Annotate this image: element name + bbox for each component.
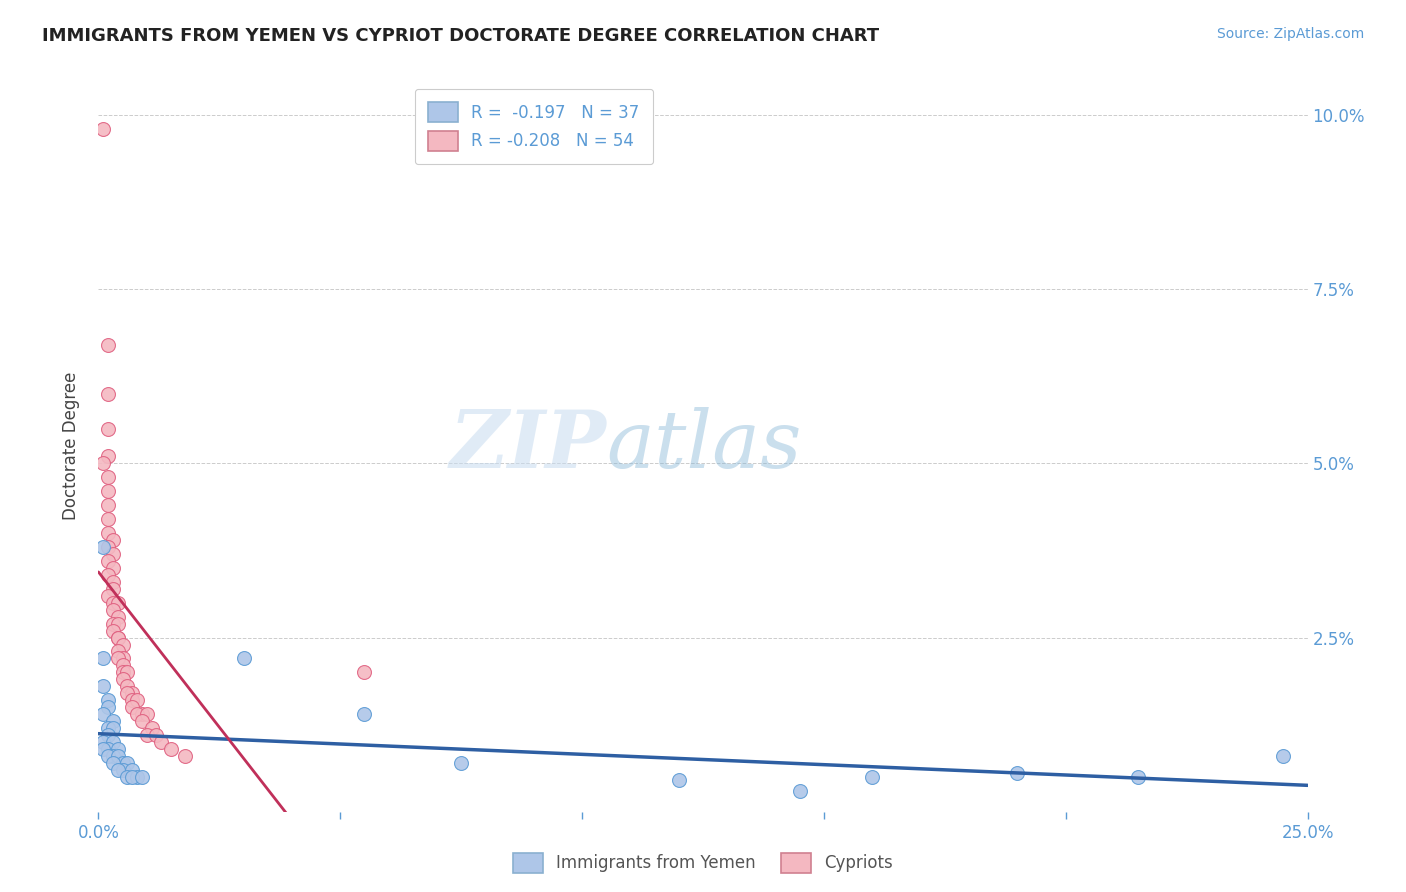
Point (117, 770, 139, 784)
Point (107, 596, 129, 610)
Point (107, 763, 129, 777)
Point (1007, 766, 1029, 780)
Point (97, 421, 120, 435)
Point (121, 686, 143, 700)
Text: Source: ZipAtlas.com: Source: ZipAtlas.com (1216, 27, 1364, 41)
Point (91, 457, 114, 471)
Point (111, 658, 134, 673)
Point (91, 679, 114, 693)
Point (101, 582, 124, 596)
Point (353, 665, 375, 680)
Point (101, 624, 124, 638)
Point (97, 693, 120, 707)
Point (353, 707, 375, 722)
Point (97, 700, 120, 714)
Point (135, 728, 157, 742)
Point (91, 742, 114, 756)
Point (1128, 770, 1150, 784)
Point (97, 470, 120, 484)
Point (107, 631, 129, 645)
Point (107, 651, 129, 665)
Point (111, 673, 134, 687)
Point (131, 707, 153, 722)
Point (160, 742, 183, 756)
Point (117, 665, 139, 680)
Point (101, 721, 124, 735)
Point (117, 756, 139, 770)
Y-axis label: Doctorate Degree: Doctorate Degree (62, 372, 80, 520)
Point (91, 735, 114, 749)
Point (117, 679, 139, 693)
Point (97, 540, 120, 554)
Point (97, 338, 120, 352)
Point (127, 770, 149, 784)
Point (121, 693, 143, 707)
Legend: R =  -0.197   N = 37, R = -0.208   N = 54: R = -0.197 N = 37, R = -0.208 N = 54 (415, 88, 652, 164)
Point (97, 721, 120, 735)
Point (107, 742, 129, 756)
Point (101, 756, 124, 770)
Text: atlas: atlas (606, 408, 801, 484)
Point (101, 714, 124, 728)
Text: ZIP: ZIP (450, 408, 606, 484)
Point (101, 596, 124, 610)
Point (101, 533, 124, 547)
Point (131, 714, 153, 728)
Point (107, 609, 129, 624)
Point (91, 122, 114, 136)
Point (111, 651, 134, 665)
Point (91, 707, 114, 722)
Point (450, 756, 472, 770)
Point (121, 763, 143, 777)
Point (97, 589, 120, 603)
Point (97, 554, 120, 568)
Point (97, 728, 120, 742)
Point (107, 631, 129, 645)
Point (91, 651, 114, 665)
Text: IMMIGRANTS FROM YEMEN VS CYPRIOT DOCTORATE DEGREE CORRELATION CHART: IMMIGRANTS FROM YEMEN VS CYPRIOT DOCTORA… (42, 27, 879, 45)
Point (101, 735, 124, 749)
Point (111, 756, 134, 770)
Point (789, 784, 811, 798)
Point (860, 770, 883, 784)
Point (121, 700, 143, 714)
Point (97, 498, 120, 512)
Point (141, 721, 163, 735)
Point (101, 561, 124, 575)
Point (97, 386, 120, 401)
Point (121, 770, 143, 784)
Point (232, 651, 254, 665)
Point (111, 638, 134, 652)
Point (101, 616, 124, 631)
Point (97, 484, 120, 499)
Point (131, 770, 153, 784)
Point (111, 763, 134, 777)
Point (107, 616, 129, 631)
Point (97, 512, 120, 526)
Legend: Immigrants from Yemen, Cypriots: Immigrants from Yemen, Cypriots (506, 847, 900, 880)
Point (107, 644, 129, 658)
Point (101, 603, 124, 617)
Point (111, 665, 134, 680)
Point (101, 547, 124, 561)
Point (101, 574, 124, 589)
Point (127, 693, 149, 707)
Point (1272, 749, 1295, 764)
Point (107, 749, 129, 764)
Point (117, 686, 139, 700)
Point (97, 567, 120, 582)
Point (668, 773, 690, 788)
Point (97, 742, 120, 756)
Point (101, 749, 124, 764)
Point (145, 728, 167, 742)
Point (97, 450, 120, 464)
Point (150, 735, 173, 749)
Point (97, 526, 120, 541)
Point (97, 749, 120, 764)
Point (174, 749, 197, 764)
Point (91, 540, 114, 554)
Point (135, 707, 157, 722)
Point (127, 707, 149, 722)
